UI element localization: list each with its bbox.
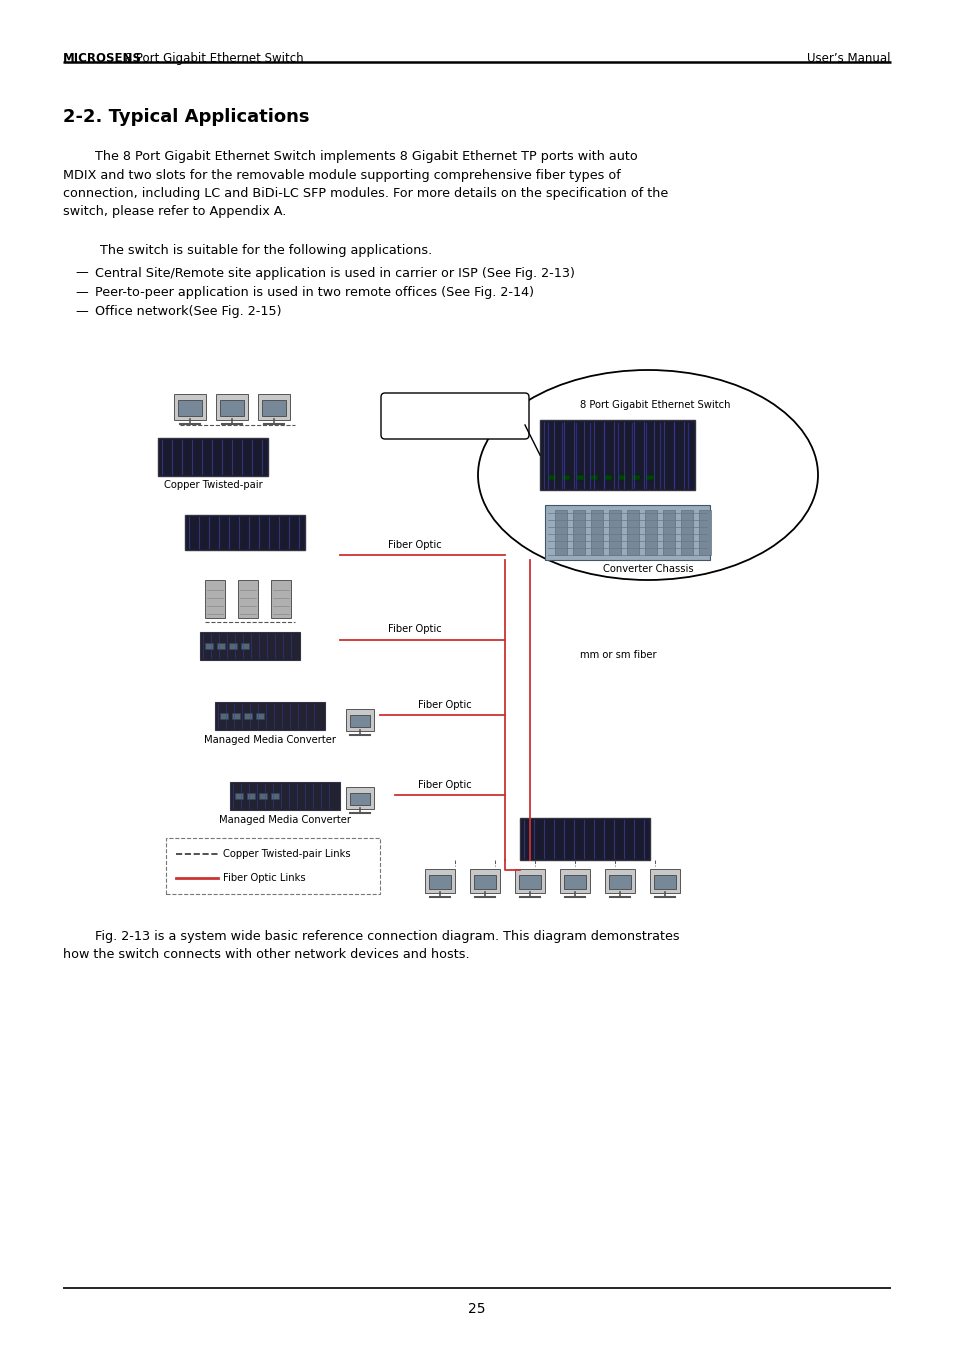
Bar: [590, 510, 602, 555]
Text: Peer-to-peer application is used in two remote offices (See Fig. 2-14): Peer-to-peer application is used in two …: [95, 286, 534, 298]
Bar: [645, 475, 654, 481]
Text: Copper Twisted-pair: Copper Twisted-pair: [164, 481, 262, 490]
Text: how the switch connects with other network devices and hosts.: how the switch connects with other netwo…: [63, 949, 469, 961]
Bar: [200, 632, 299, 660]
FancyBboxPatch shape: [559, 869, 589, 892]
Bar: [573, 510, 584, 555]
Bar: [185, 514, 305, 549]
FancyBboxPatch shape: [215, 394, 248, 420]
Text: —: —: [75, 286, 88, 298]
Bar: [429, 875, 451, 890]
Bar: [237, 580, 257, 618]
Text: 8 Port Gigabit Ethernet Switch: 8 Port Gigabit Ethernet Switch: [121, 53, 303, 65]
FancyBboxPatch shape: [470, 869, 499, 892]
Text: Fig. 2-13 is a system wide basic reference connection diagram. This diagram demo: Fig. 2-13 is a system wide basic referen…: [63, 930, 679, 944]
Bar: [350, 716, 370, 728]
Bar: [350, 792, 370, 805]
Text: MDIX and two slots for the removable module supporting comprehensive fiber types: MDIX and two slots for the removable mod…: [63, 169, 620, 181]
Bar: [234, 792, 243, 799]
Text: Managed Media Converter: Managed Media Converter: [219, 815, 351, 825]
Text: User’s Manual: User’s Manual: [806, 53, 890, 65]
Bar: [205, 580, 225, 618]
Bar: [555, 510, 566, 555]
Bar: [241, 643, 249, 649]
Bar: [561, 475, 569, 481]
Text: MICROSENS: MICROSENS: [63, 53, 142, 65]
Text: —: —: [75, 305, 88, 319]
Bar: [220, 713, 228, 720]
Bar: [563, 875, 585, 890]
Text: Converter Chassis: Converter Chassis: [602, 564, 693, 574]
Bar: [589, 475, 598, 481]
Bar: [158, 437, 268, 477]
Text: Office network(See Fig. 2-15): Office network(See Fig. 2-15): [95, 305, 281, 319]
Bar: [519, 818, 649, 860]
Text: The 8 Port Gigabit Ethernet Switch implements 8 Gigabit Ethernet TP ports with a: The 8 Port Gigabit Ethernet Switch imple…: [63, 150, 638, 163]
Bar: [699, 510, 710, 555]
Bar: [216, 643, 225, 649]
FancyBboxPatch shape: [166, 838, 379, 894]
Text: Fiber Optic: Fiber Optic: [388, 624, 441, 634]
Text: connection, including LC and BiDi-LC SFP modules. For more details on the specif: connection, including LC and BiDi-LC SFP…: [63, 188, 667, 200]
Bar: [247, 792, 254, 799]
Bar: [654, 875, 676, 890]
Bar: [576, 475, 583, 481]
Text: Fiber Optic: Fiber Optic: [417, 780, 472, 790]
Bar: [518, 875, 540, 890]
Bar: [229, 643, 236, 649]
Bar: [232, 713, 240, 720]
FancyBboxPatch shape: [649, 869, 679, 892]
Text: Fiber Optic: Fiber Optic: [388, 540, 441, 549]
Text: switch, please refer to Appendix A.: switch, please refer to Appendix A.: [63, 205, 286, 219]
FancyBboxPatch shape: [257, 394, 290, 420]
Bar: [626, 510, 639, 555]
Bar: [255, 713, 264, 720]
FancyBboxPatch shape: [380, 393, 529, 439]
FancyBboxPatch shape: [346, 787, 374, 809]
Bar: [603, 475, 612, 481]
Bar: [271, 792, 278, 799]
Text: Fiber Optic: Fiber Optic: [417, 701, 472, 710]
Bar: [544, 505, 709, 560]
Text: The switch is suitable for the following applications.: The switch is suitable for the following…: [100, 244, 432, 256]
Text: Fiber Optic Links: Fiber Optic Links: [223, 873, 305, 883]
Bar: [644, 510, 657, 555]
Bar: [608, 875, 630, 890]
Text: Managed Media Converter: Managed Media Converter: [204, 734, 335, 745]
Bar: [631, 475, 639, 481]
FancyBboxPatch shape: [346, 709, 374, 730]
Bar: [205, 643, 213, 649]
Bar: [178, 400, 202, 416]
Bar: [244, 713, 252, 720]
Bar: [230, 782, 339, 810]
FancyBboxPatch shape: [173, 394, 206, 420]
FancyBboxPatch shape: [604, 869, 635, 892]
Bar: [258, 792, 267, 799]
Text: 2-2. Typical Applications: 2-2. Typical Applications: [63, 108, 309, 126]
Text: 8 Port Gigabit Ethernet Switch: 8 Port Gigabit Ethernet Switch: [579, 400, 729, 410]
FancyBboxPatch shape: [424, 869, 455, 892]
Bar: [474, 875, 496, 890]
Text: Central Site/Remote site application is used in carrier or ISP (See Fig. 2-13): Central Site/Remote site application is …: [95, 266, 575, 279]
Bar: [262, 400, 286, 416]
FancyBboxPatch shape: [515, 869, 544, 892]
Text: mm or sm fiber: mm or sm fiber: [579, 649, 656, 660]
Bar: [662, 510, 675, 555]
Bar: [214, 702, 325, 730]
Bar: [539, 420, 695, 490]
Bar: [547, 475, 556, 481]
Text: —: —: [75, 266, 88, 279]
Bar: [608, 510, 620, 555]
Text: Copper Twisted-pair Links: Copper Twisted-pair Links: [223, 849, 351, 859]
Bar: [271, 580, 291, 618]
Text: 25: 25: [468, 1301, 485, 1316]
Bar: [618, 475, 625, 481]
Bar: [220, 400, 244, 416]
Bar: [680, 510, 692, 555]
